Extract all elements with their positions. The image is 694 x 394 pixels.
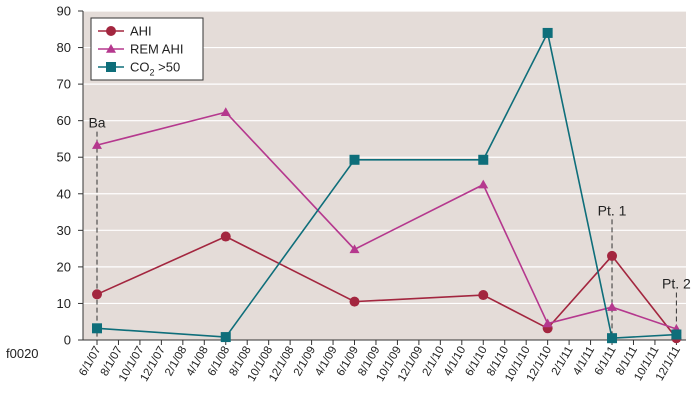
y-tick-label: 70 — [57, 77, 71, 92]
x-axis-tick-labels: 6/1/078/1/0710/1/0712/1/072/1/084/1/086/… — [77, 344, 683, 383]
data-point — [220, 231, 231, 242]
figure-id-label: f0020 — [6, 346, 39, 361]
annotation-label: Ba — [88, 115, 105, 131]
series-2 — [92, 27, 682, 344]
data-point — [349, 296, 360, 307]
y-tick-label: 10 — [57, 296, 71, 311]
y-tick-label: 40 — [57, 186, 71, 201]
legend-swatch-marker — [106, 44, 116, 53]
y-tick-label: 80 — [57, 40, 71, 55]
legend-swatch-marker — [106, 26, 116, 36]
data-point — [220, 107, 231, 117]
data-point — [542, 318, 553, 328]
legend-label: REM AHI — [130, 42, 183, 57]
y-tick-label: 30 — [57, 223, 71, 238]
data-point — [92, 289, 102, 300]
data-point — [478, 290, 489, 301]
legend-label: AHI — [130, 24, 152, 39]
data-point — [349, 244, 360, 254]
data-point — [92, 323, 102, 334]
annotation-label: Pt. 1 — [598, 202, 627, 218]
legend-swatch-marker — [106, 62, 116, 72]
data-point — [671, 329, 682, 340]
legend-label: CO2 >50 — [130, 60, 180, 78]
annotations: Ba Pt. 1 Pt. 2 — [88, 115, 691, 340]
series — [92, 27, 682, 344]
data-point — [349, 154, 360, 165]
data-point — [92, 140, 102, 149]
data-point — [607, 302, 618, 311]
legend: AHI REM AHI CO2 >50 — [90, 17, 204, 81]
y-tick-label: 0 — [64, 333, 71, 348]
y-tick-label: 60 — [57, 113, 71, 128]
axes — [78, 10, 686, 345]
y-axis-tick-labels: 0 10 20 30 40 50 60 70 80 90 — [57, 4, 71, 348]
y-tick-label: 20 — [57, 259, 71, 274]
annotation-label: Pt. 2 — [662, 275, 691, 291]
data-point — [607, 333, 618, 344]
data-point — [220, 332, 231, 343]
data-point — [478, 154, 489, 165]
y-tick-label: 50 — [57, 150, 71, 165]
data-point — [542, 27, 553, 38]
data-point — [478, 179, 489, 189]
data-point — [607, 250, 618, 261]
y-tick-label: 90 — [57, 4, 71, 19]
